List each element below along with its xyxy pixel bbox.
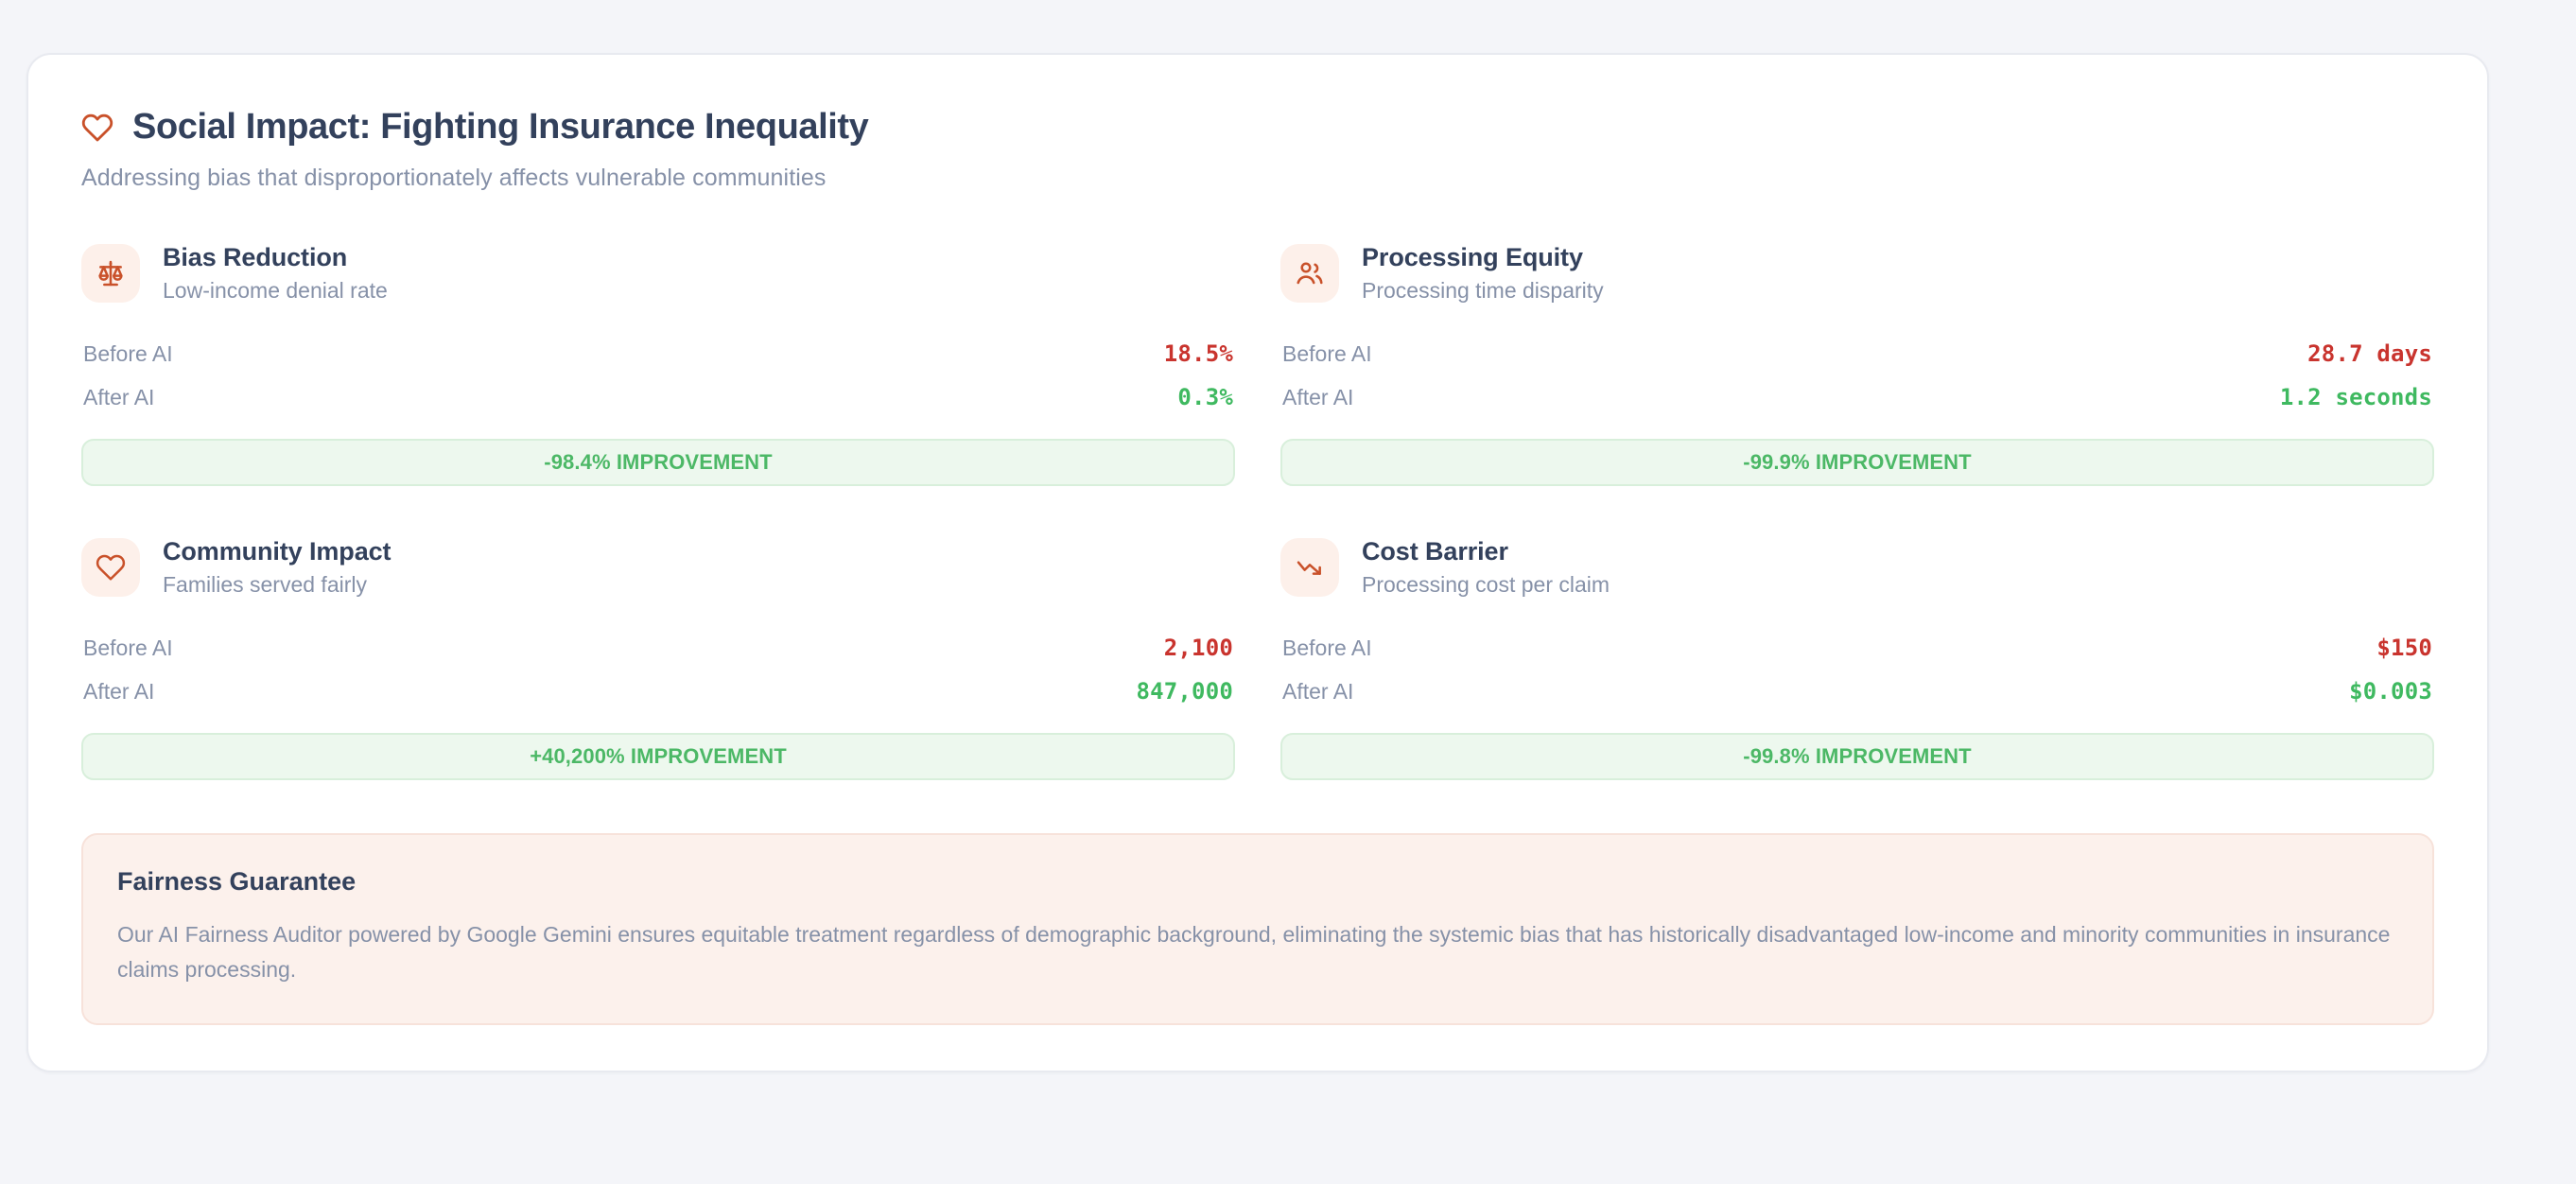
metric-titles: Cost Barrier Processing cost per claim [1362, 537, 1610, 598]
metric-sublabel: Families served fairly [163, 571, 367, 597]
metric-rows: Before AI 2,100 After AI 847,000 [81, 626, 1235, 713]
before-label: Before AI [1282, 340, 1372, 366]
metric-card-community-impact: Community Impact Families served fairly … [81, 537, 1235, 780]
metric-card-bias-reduction: Bias Reduction Low-income denial rate Be… [81, 243, 1235, 486]
metric-label: Processing Equity [1362, 242, 1583, 271]
metric-sublabel: Processing cost per claim [1362, 571, 1610, 597]
metric-row-before: Before AI 18.5% [81, 332, 1235, 375]
after-label: After AI [83, 384, 155, 409]
before-value: $150 [2376, 634, 2432, 661]
metric-row-after: After AI 847,000 [81, 670, 1235, 713]
metric-row-before: Before AI 28.7 days [1280, 332, 2434, 375]
metric-titles: Bias Reduction Low-income denial rate [163, 243, 388, 304]
metric-row-after: After AI $0.003 [1280, 670, 2434, 713]
scales-icon [81, 243, 140, 303]
after-label: After AI [1282, 384, 1354, 409]
users-icon [1280, 243, 1339, 303]
metric-card-processing-equity: Processing Equity Processing time dispar… [1280, 243, 2434, 486]
metric-label: Community Impact [163, 536, 392, 566]
metric-grid: Bias Reduction Low-income denial rate Be… [81, 243, 2434, 780]
fairness-guarantee-box: Fairness Guarantee Our AI Fairness Audit… [81, 832, 2434, 1026]
metric-row-after: After AI 1.2 seconds [1280, 375, 2434, 419]
title-row: Social Impact: Fighting Insurance Inequa… [81, 107, 2434, 148]
trending-down-icon [1280, 537, 1339, 597]
before-value: 2,100 [1163, 634, 1233, 661]
fairness-guarantee-body: Our AI Fairness Auditor powered by Googl… [117, 921, 2391, 983]
improvement-badge: -99.8% IMPROVEMENT [1280, 732, 2434, 780]
metric-sublabel: Low-income denial rate [163, 277, 388, 303]
heart-icon [81, 537, 140, 597]
metric-header: Cost Barrier Processing cost per claim [1280, 537, 2434, 598]
metric-titles: Processing Equity Processing time dispar… [1362, 243, 1604, 304]
before-label: Before AI [1282, 635, 1372, 660]
before-label: Before AI [83, 635, 173, 660]
metric-sublabel: Processing time disparity [1362, 277, 1604, 303]
metric-row-after: After AI 0.3% [81, 375, 1235, 419]
after-value: 847,000 [1136, 677, 1233, 705]
panel-header: Social Impact: Fighting Insurance Inequa… [81, 107, 2434, 192]
metric-titles: Community Impact Families served fairly [163, 536, 392, 598]
improvement-badge: -98.4% IMPROVEMENT [81, 438, 1235, 486]
metric-rows: Before AI 28.7 days After AI 1.2 seconds [1280, 332, 2434, 419]
after-value: $0.003 [2349, 677, 2432, 705]
after-label: After AI [83, 678, 155, 704]
page-subtitle: Addressing bias that disproportionately … [81, 164, 827, 191]
metric-card-cost-barrier: Cost Barrier Processing cost per claim B… [1280, 537, 2434, 780]
metric-header: Processing Equity Processing time dispar… [1280, 243, 2434, 304]
metric-header: Community Impact Families served fairly [81, 537, 1235, 598]
before-value: 28.7 days [2307, 340, 2432, 367]
heart-icon [81, 112, 113, 144]
fairness-guarantee-title: Fairness Guarantee [117, 866, 357, 896]
before-value: 18.5% [1163, 340, 1233, 367]
metric-label: Bias Reduction [163, 242, 348, 271]
before-label: Before AI [83, 340, 173, 366]
metric-rows: Before AI $150 After AI $0.003 [1280, 626, 2434, 713]
metric-label: Cost Barrier [1362, 536, 1508, 566]
after-value: 0.3% [1177, 383, 1233, 410]
metric-rows: Before AI 18.5% After AI 0.3% [81, 332, 1235, 419]
after-label: After AI [1282, 678, 1354, 704]
improvement-badge: -99.9% IMPROVEMENT [1280, 438, 2434, 486]
metric-header: Bias Reduction Low-income denial rate [81, 243, 1235, 304]
metric-row-before: Before AI $150 [1280, 626, 2434, 670]
page-title: Social Impact: Fighting Insurance Inequa… [132, 107, 869, 147]
after-value: 1.2 seconds [2279, 383, 2432, 410]
metric-row-before: Before AI 2,100 [81, 626, 1235, 670]
social-impact-panel: Social Impact: Fighting Insurance Inequa… [26, 53, 2489, 1073]
improvement-badge: +40,200% IMPROVEMENT [81, 732, 1235, 780]
